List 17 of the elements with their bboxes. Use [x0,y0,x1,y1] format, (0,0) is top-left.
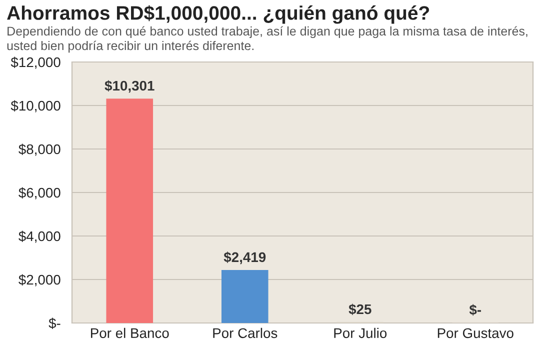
data-label: $- [469,304,481,316]
x-tick-label: Por el Banco [91,328,169,338]
y-tick-label: $2,000 [18,274,60,286]
y-tick-label: $4,000 [18,230,60,243]
y-tick-label: $10,000 [10,100,60,112]
x-tick-label: Por Gustavo [438,328,514,338]
y-tick-label: $- [48,318,60,329]
x-tick-label: Por Julio [334,328,387,338]
y-tick-label: $12,000 [10,56,60,69]
y-tick-label: $6,000 [18,187,60,200]
y-tick-label: $8,000 [18,144,60,156]
data-label: $10,301 [104,80,154,93]
data-label: $2,419 [224,252,266,264]
chart-subtitle: Dependiendo de con qué banco usted trabaje, así le digan que paga la misma tasa de interés, usted bien podría recibir un interés diferente. [7,26,528,53]
data-label: $25 [348,304,372,316]
chart-title: Ahorramos RD$1,000,000... ¿quién ganó qué? [7,5,429,24]
x-tick-label: Por Carlos [213,328,278,338]
